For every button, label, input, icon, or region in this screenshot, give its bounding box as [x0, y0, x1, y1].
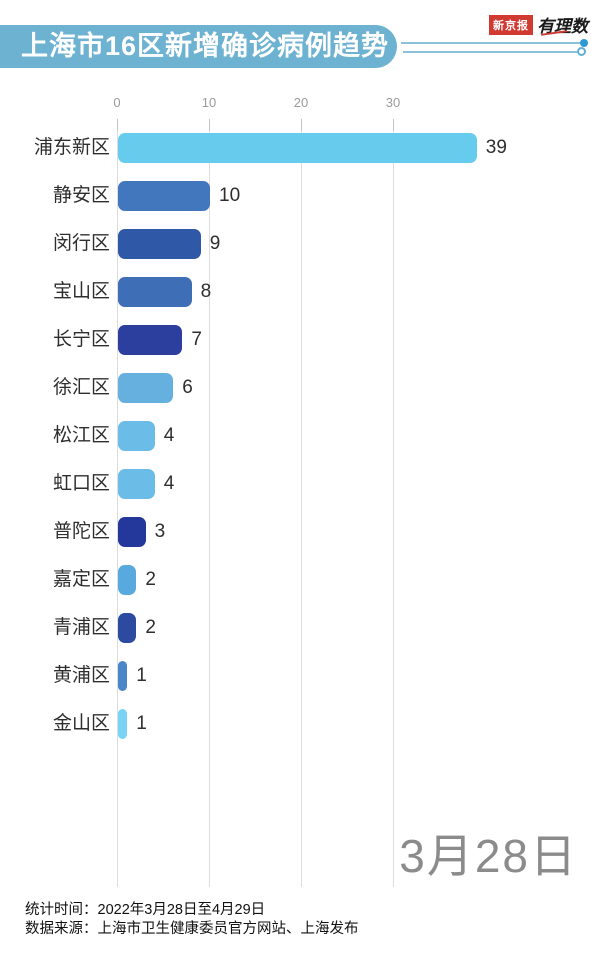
x-tick-mark: [117, 119, 118, 131]
x-tick-label: 30: [385, 95, 401, 110]
chart-row: 普陀区 3: [0, 517, 600, 547]
chart-row: 闵行区 9: [0, 229, 600, 259]
value-label: 3: [154, 521, 166, 542]
district-label: 黄浦区: [52, 665, 110, 686]
chart-row: 宝山区 8: [0, 277, 600, 307]
value-label: 39: [485, 137, 507, 158]
district-label: 松江区: [52, 425, 110, 446]
chart-row: 虹口区 4: [0, 469, 600, 499]
grid-line: [117, 131, 118, 887]
bar: [118, 325, 183, 355]
chart-row: 浦东新区 39: [0, 133, 600, 163]
brand-logos: 新京报 有理数: [489, 12, 588, 37]
district-label: 虹口区: [52, 473, 110, 494]
district-label: 金山区: [52, 713, 110, 734]
bar: [118, 277, 192, 307]
bar: [118, 373, 174, 403]
decor-ring-icon: [577, 47, 586, 56]
value-label: 8: [200, 281, 212, 302]
grid-line: [301, 131, 302, 887]
date-watermark: 3月28日: [399, 830, 578, 882]
x-tick-label: 10: [201, 95, 217, 110]
value-label: 6: [182, 377, 193, 398]
bar: [118, 613, 137, 643]
chart-row: 青浦区 2: [0, 613, 600, 643]
bar: [118, 421, 155, 451]
chart-row: 长宁区 7: [0, 325, 600, 355]
bar: [118, 709, 128, 739]
chart-row: 金山区 1: [0, 709, 600, 739]
bar: [118, 181, 210, 211]
chart-row: 静安区 10: [0, 181, 600, 211]
bar: [118, 133, 477, 163]
newspaper-logo: 新京报: [489, 14, 533, 35]
value-label: 4: [163, 425, 175, 446]
value-label: 10: [219, 185, 241, 206]
column-logo: 有理数: [537, 12, 588, 37]
bar: [118, 229, 201, 259]
value-label: 4: [163, 473, 175, 494]
bar: [118, 469, 155, 499]
district-label: 静安区: [52, 185, 110, 206]
x-tick-mark: [393, 119, 394, 131]
page-title: 上海市16区新增确诊病例趋势: [0, 25, 397, 68]
value-label: 2: [145, 617, 156, 638]
district-label: 普陀区: [52, 521, 110, 542]
x-tick-mark: [301, 119, 302, 131]
value-label: 9: [209, 233, 221, 254]
value-label: 2: [145, 569, 156, 590]
grid-line: [393, 131, 394, 887]
value-label: 1: [136, 665, 147, 686]
grid-line: [209, 131, 210, 887]
district-label: 宝山区: [52, 281, 110, 302]
value-label: 1: [136, 713, 147, 734]
district-label: 徐汇区: [52, 377, 110, 398]
chart-row: 嘉定区 2: [0, 565, 600, 595]
bar: [118, 517, 146, 547]
chart-row: 松江区 4: [0, 421, 600, 451]
value-label: 7: [191, 329, 202, 350]
footer-notes: 统计时间：2022年3月28日至4月29日 数据来源：上海市卫生健康委员官方网站…: [25, 901, 359, 939]
district-label: 青浦区: [52, 617, 110, 638]
district-label: 闵行区: [52, 233, 110, 254]
district-label: 浦东新区: [33, 137, 110, 158]
stat-time-note: 统计时间：2022年3月28日至4月29日: [25, 902, 266, 918]
district-label: 长宁区: [52, 329, 110, 350]
decor-dot-icon: [580, 39, 588, 47]
chart-row: 徐汇区 6: [0, 373, 600, 403]
chart-row: 黄浦区 1: [0, 661, 600, 691]
data-source-note: 数据来源：上海市卫生健康委员官方网站、上海发布: [25, 921, 359, 937]
x-tick-mark: [209, 119, 210, 131]
district-label: 嘉定区: [52, 569, 110, 590]
decor-line: [401, 42, 581, 44]
x-tick-label: 20: [293, 95, 309, 110]
bar: [118, 565, 137, 595]
bar: [118, 661, 128, 691]
x-tick-label: 0: [113, 95, 121, 110]
decor-line: [403, 51, 577, 53]
